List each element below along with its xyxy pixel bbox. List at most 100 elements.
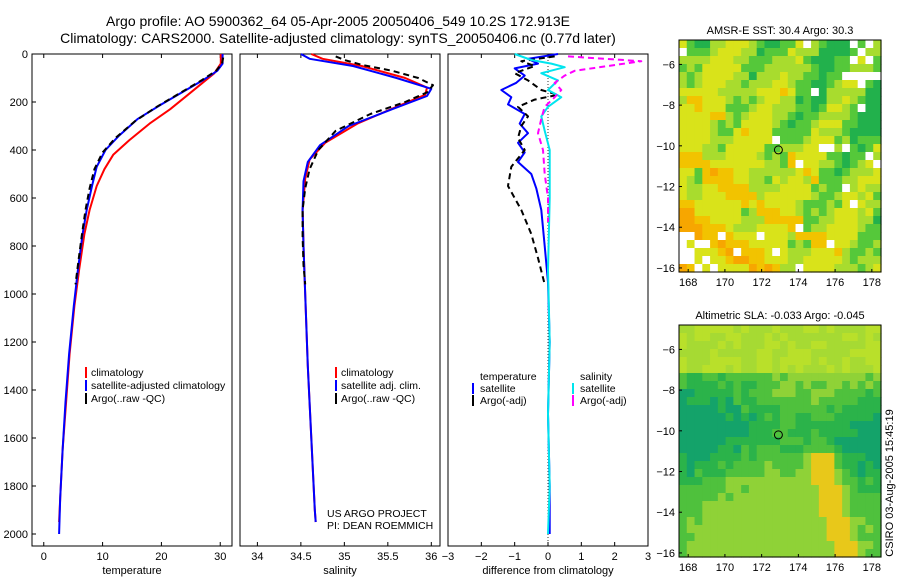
map-cell — [873, 208, 882, 217]
map-cell — [818, 48, 828, 57]
map-cell — [748, 224, 758, 233]
map-cell — [826, 96, 835, 105]
map-cell — [764, 120, 773, 129]
map-cell — [849, 429, 859, 438]
map-cell — [702, 485, 711, 494]
map-cell — [772, 413, 781, 422]
map-cell — [857, 533, 867, 542]
map-cell — [857, 493, 867, 502]
map-cell — [694, 264, 703, 273]
map-cell — [725, 192, 734, 201]
map-cell — [811, 88, 820, 97]
map-cell — [834, 333, 843, 342]
map-cell — [756, 421, 766, 430]
map-cell — [826, 325, 835, 334]
map-cell — [748, 365, 758, 374]
map-cell — [834, 184, 843, 193]
legend-label: satellite adj. clim. — [341, 380, 421, 392]
map-cell — [873, 517, 882, 526]
map-cell — [795, 549, 804, 558]
map-cell — [725, 176, 734, 185]
map-cell — [818, 357, 828, 366]
map-cell — [772, 216, 781, 225]
map-cell — [857, 96, 867, 105]
map-cell — [873, 168, 882, 177]
map-cell — [679, 160, 688, 169]
map-cell — [811, 389, 820, 398]
map-cell — [686, 136, 696, 145]
map-cell — [780, 429, 789, 438]
map-cell — [741, 56, 750, 65]
map-cell — [694, 248, 703, 257]
map-cell — [741, 325, 750, 334]
map-cell — [803, 469, 812, 478]
map-cell — [811, 341, 820, 350]
map-cell — [826, 517, 835, 526]
legend-label: salinity — [580, 371, 613, 383]
map-cell — [748, 64, 758, 73]
map-cell — [780, 96, 789, 105]
map-cell — [710, 429, 719, 438]
map-cell — [694, 453, 703, 462]
map-cell — [834, 437, 843, 446]
map-cell — [787, 104, 797, 113]
map-cell — [826, 525, 835, 534]
map-cell — [849, 413, 859, 422]
map-cell — [842, 152, 851, 161]
map-cell — [811, 453, 820, 462]
map-cell — [748, 549, 758, 558]
map-cell — [694, 397, 703, 406]
map-cell — [741, 200, 750, 209]
map-cell — [710, 160, 719, 169]
map-cell — [818, 72, 828, 81]
map-cell — [772, 176, 781, 185]
map-cell — [803, 248, 812, 257]
map-cell — [795, 176, 804, 185]
map-cell — [818, 64, 828, 73]
map-cell — [849, 96, 859, 105]
y-tick-label: −16 — [656, 263, 675, 275]
map-cell — [741, 72, 750, 81]
argo-float-marker — [773, 145, 783, 155]
map-cell — [772, 64, 781, 73]
map-cell — [717, 88, 727, 97]
map-cell — [725, 72, 734, 81]
map-cell — [826, 56, 835, 65]
map-cell — [694, 413, 703, 422]
map-cell — [787, 208, 797, 217]
map-cell — [811, 136, 820, 145]
map-cell — [811, 160, 820, 169]
map-cell — [686, 333, 696, 342]
map-cell — [748, 176, 758, 185]
map-cell — [748, 88, 758, 97]
map-cell — [826, 48, 835, 57]
map-cell — [772, 341, 781, 350]
map-cell — [865, 64, 874, 73]
map-cell — [694, 168, 703, 177]
map-cell — [811, 485, 820, 494]
map-cell — [842, 184, 851, 193]
map-cell — [764, 48, 773, 57]
map-cell — [694, 80, 703, 89]
map-cell — [764, 429, 773, 438]
series-line-1 — [507, 55, 559, 285]
map-cell — [865, 517, 874, 526]
map-cell — [679, 96, 688, 105]
map-cell — [857, 216, 867, 225]
map-cell — [733, 192, 742, 201]
map-cell — [826, 168, 835, 177]
map-cell — [834, 485, 843, 494]
map-cell — [725, 485, 734, 494]
y-tick-label: −6 — [662, 344, 675, 356]
map-cell — [748, 232, 758, 241]
map-cell — [756, 389, 766, 398]
map-cell — [772, 152, 781, 161]
map-cell — [811, 525, 820, 534]
map-cell — [717, 365, 727, 374]
map-cell — [756, 224, 766, 233]
map-cell — [702, 224, 711, 233]
map-cell — [803, 152, 812, 161]
map-cell — [764, 184, 773, 193]
map-cell — [811, 549, 820, 558]
map-cell — [842, 96, 851, 105]
